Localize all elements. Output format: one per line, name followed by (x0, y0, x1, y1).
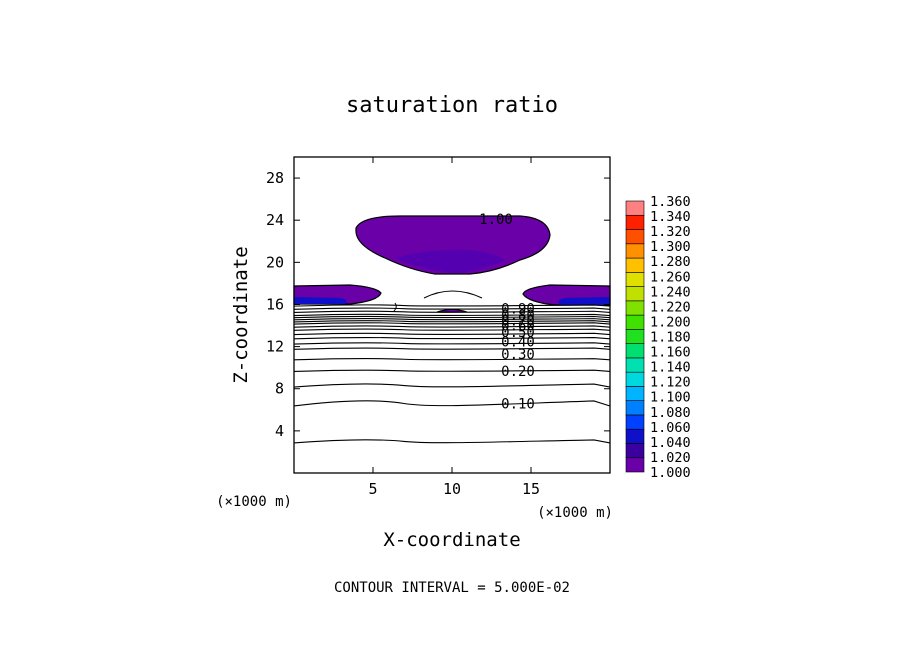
colorbar-label: 1.220 (650, 299, 691, 315)
contour-line (293, 318, 611, 321)
colorbar-label: 1.000 (650, 465, 691, 481)
y-tick-label: 16 (266, 295, 284, 313)
contour-line (293, 325, 611, 328)
colorbar-swatch (625, 329, 645, 344)
contour-line (293, 310, 611, 313)
x-tick-label: 15 (522, 480, 540, 498)
chart-title: saturation ratio (346, 93, 558, 118)
z-unit-label: (×1000 m) (537, 505, 613, 521)
x-tick-label: 10 (443, 480, 461, 498)
colorbar-swatch (625, 257, 645, 273)
x-axis: 5 10 15 (368, 157, 540, 498)
colorbar-swatch (625, 428, 645, 444)
contour-line (293, 439, 611, 444)
y-axis: 4 8 12 16 20 24 28 (266, 169, 610, 440)
colorbar-label: 1.280 (650, 254, 691, 270)
region-right-core (558, 297, 610, 305)
y-tick-label: 4 (275, 422, 284, 440)
y-axis-label: Z-coordinate (230, 246, 252, 383)
contour-line (293, 307, 611, 310)
contour-label: 1.00 (479, 212, 513, 228)
colorbar-label: 1.200 (650, 314, 691, 330)
colorbar-label: 1.360 (650, 194, 691, 210)
contour-line (293, 322, 611, 325)
colorbar-swatch (625, 286, 645, 302)
y-tick-label: 28 (266, 169, 284, 187)
x-axis-label: X-coordinate (383, 529, 520, 551)
colorbar-swatch (625, 200, 645, 216)
contour-line (293, 358, 611, 361)
contour-label: 0.80 (501, 308, 535, 324)
contour-line (293, 369, 611, 372)
colorbar-swatch (625, 243, 645, 259)
contour-label: 0.20 (501, 364, 535, 380)
region-upper-core (395, 249, 505, 273)
contour-label: 0.40 (501, 334, 535, 350)
colorbar-swatch (625, 386, 645, 401)
colorbar-label: 1.020 (650, 450, 691, 466)
colorbar-label: 1.260 (650, 269, 691, 285)
colorbar-label: 1.120 (650, 375, 691, 391)
colorbar-swatch (625, 414, 645, 430)
colorbar-label: 1.080 (650, 405, 691, 421)
contour-interval-note: CONTOUR INTERVAL = 5.000E-02 (334, 580, 570, 596)
contour-line (293, 336, 611, 340)
colorbar-swatch (625, 300, 645, 316)
colorbar-label: 1.060 (650, 420, 691, 436)
plot-area: 1.00 0.900.800.700.600.500.400.300.20 0.10 (293, 212, 611, 444)
region-center-small (436, 309, 468, 313)
y-tick-label: 24 (266, 211, 284, 229)
contour-arc (423, 290, 483, 299)
colorbar-swatch (625, 343, 645, 359)
colorbar: 1.3601.3401.3201.3001.2801.2601.2401.220… (625, 194, 691, 481)
colorbar-swatch (625, 443, 645, 459)
contour-line (293, 304, 611, 307)
contour-line (293, 383, 611, 388)
colorbar-label: 1.140 (650, 360, 691, 376)
contour-line (293, 313, 611, 317)
colorbar-label: 1.240 (650, 284, 691, 300)
contour-line (293, 320, 611, 323)
y-tick-label: 20 (266, 253, 284, 271)
colorbar-swatch (625, 229, 645, 245)
contour-label: 0.10 (501, 396, 535, 412)
x-tick-label: 5 (368, 480, 377, 498)
colorbar-swatch (625, 400, 645, 416)
y-tick-label: 8 (275, 380, 284, 398)
colorbar-label: 1.320 (650, 224, 691, 240)
contour-arc (393, 302, 397, 312)
contour-line (293, 347, 611, 350)
contour-label: 0.60 (501, 319, 535, 335)
colorbar-swatch (625, 314, 645, 330)
colorbar-label: 1.160 (650, 345, 691, 361)
colorbar-swatch (625, 357, 645, 373)
contour-label: 0.50 (501, 325, 535, 341)
colorbar-swatch (625, 214, 645, 230)
colorbar-label: 1.040 (650, 435, 691, 451)
contour-label: 0.90 (501, 302, 535, 318)
region-left-core (294, 297, 347, 304)
contour-line (293, 328, 611, 331)
colorbar-swatch (625, 272, 645, 287)
colorbar-label: 1.100 (650, 390, 691, 406)
contour-line (293, 332, 611, 336)
x-unit-label: (×1000 m) (216, 494, 292, 510)
colorbar-swatch (625, 371, 645, 387)
y-tick-label: 12 (266, 338, 284, 356)
colorbar-label: 1.300 (650, 239, 691, 255)
contour-label: 0.70 (501, 313, 535, 329)
colorbar-label: 1.180 (650, 330, 691, 346)
contour-line (293, 315, 611, 319)
contour-line (293, 342, 611, 345)
colorbar-label: 1.340 (650, 209, 691, 225)
contour-label: 0.30 (501, 347, 535, 363)
colorbar-swatch (625, 457, 645, 473)
contour-line (293, 400, 611, 407)
